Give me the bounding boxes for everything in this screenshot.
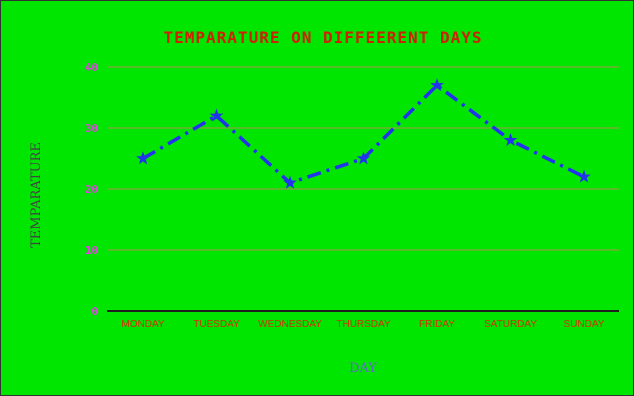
chart-title: TEMPARATURE ON DIFFEERENT DAYS <box>164 28 483 47</box>
data-point-thursday <box>356 151 371 165</box>
data-point-sunday <box>577 169 591 183</box>
y-tick-10: 10 <box>85 244 98 257</box>
series-layer <box>136 78 591 189</box>
gridlines <box>107 66 619 312</box>
y-tick-30: 30 <box>85 122 98 135</box>
x-axis-label: DAY <box>349 361 377 376</box>
x-tick-saturday: SATURDAY <box>484 319 537 330</box>
data-point-wednesday <box>283 175 297 189</box>
x-tick-friday: FRIDAY <box>419 319 455 330</box>
data-point-friday <box>430 78 444 92</box>
y-tick-0: 0 <box>91 305 98 318</box>
y-tick-labels: 0 10 20 30 40 <box>85 61 98 318</box>
x-tick-monday: MONDAY <box>121 319 164 330</box>
data-point-tuesday <box>209 108 224 122</box>
data-point-saturday <box>503 132 518 147</box>
x-tick-wednesday: WEDNESDAY <box>258 319 322 330</box>
x-tick-thursday: THURSDAY <box>336 319 391 330</box>
x-tick-labels: MONDAY TUESDAY WEDNESDAY THURSDAY FRIDAY SATU… <box>121 319 604 330</box>
x-tick-sunday: SUNDAY <box>564 319 605 330</box>
y-axis-label: TEMPARATURE <box>29 142 44 248</box>
data-point-monday <box>136 151 150 165</box>
y-tick-20: 20 <box>85 183 98 196</box>
x-tick-tuesday: TUESDAY <box>193 319 240 330</box>
y-tick-40: 40 <box>85 61 98 74</box>
